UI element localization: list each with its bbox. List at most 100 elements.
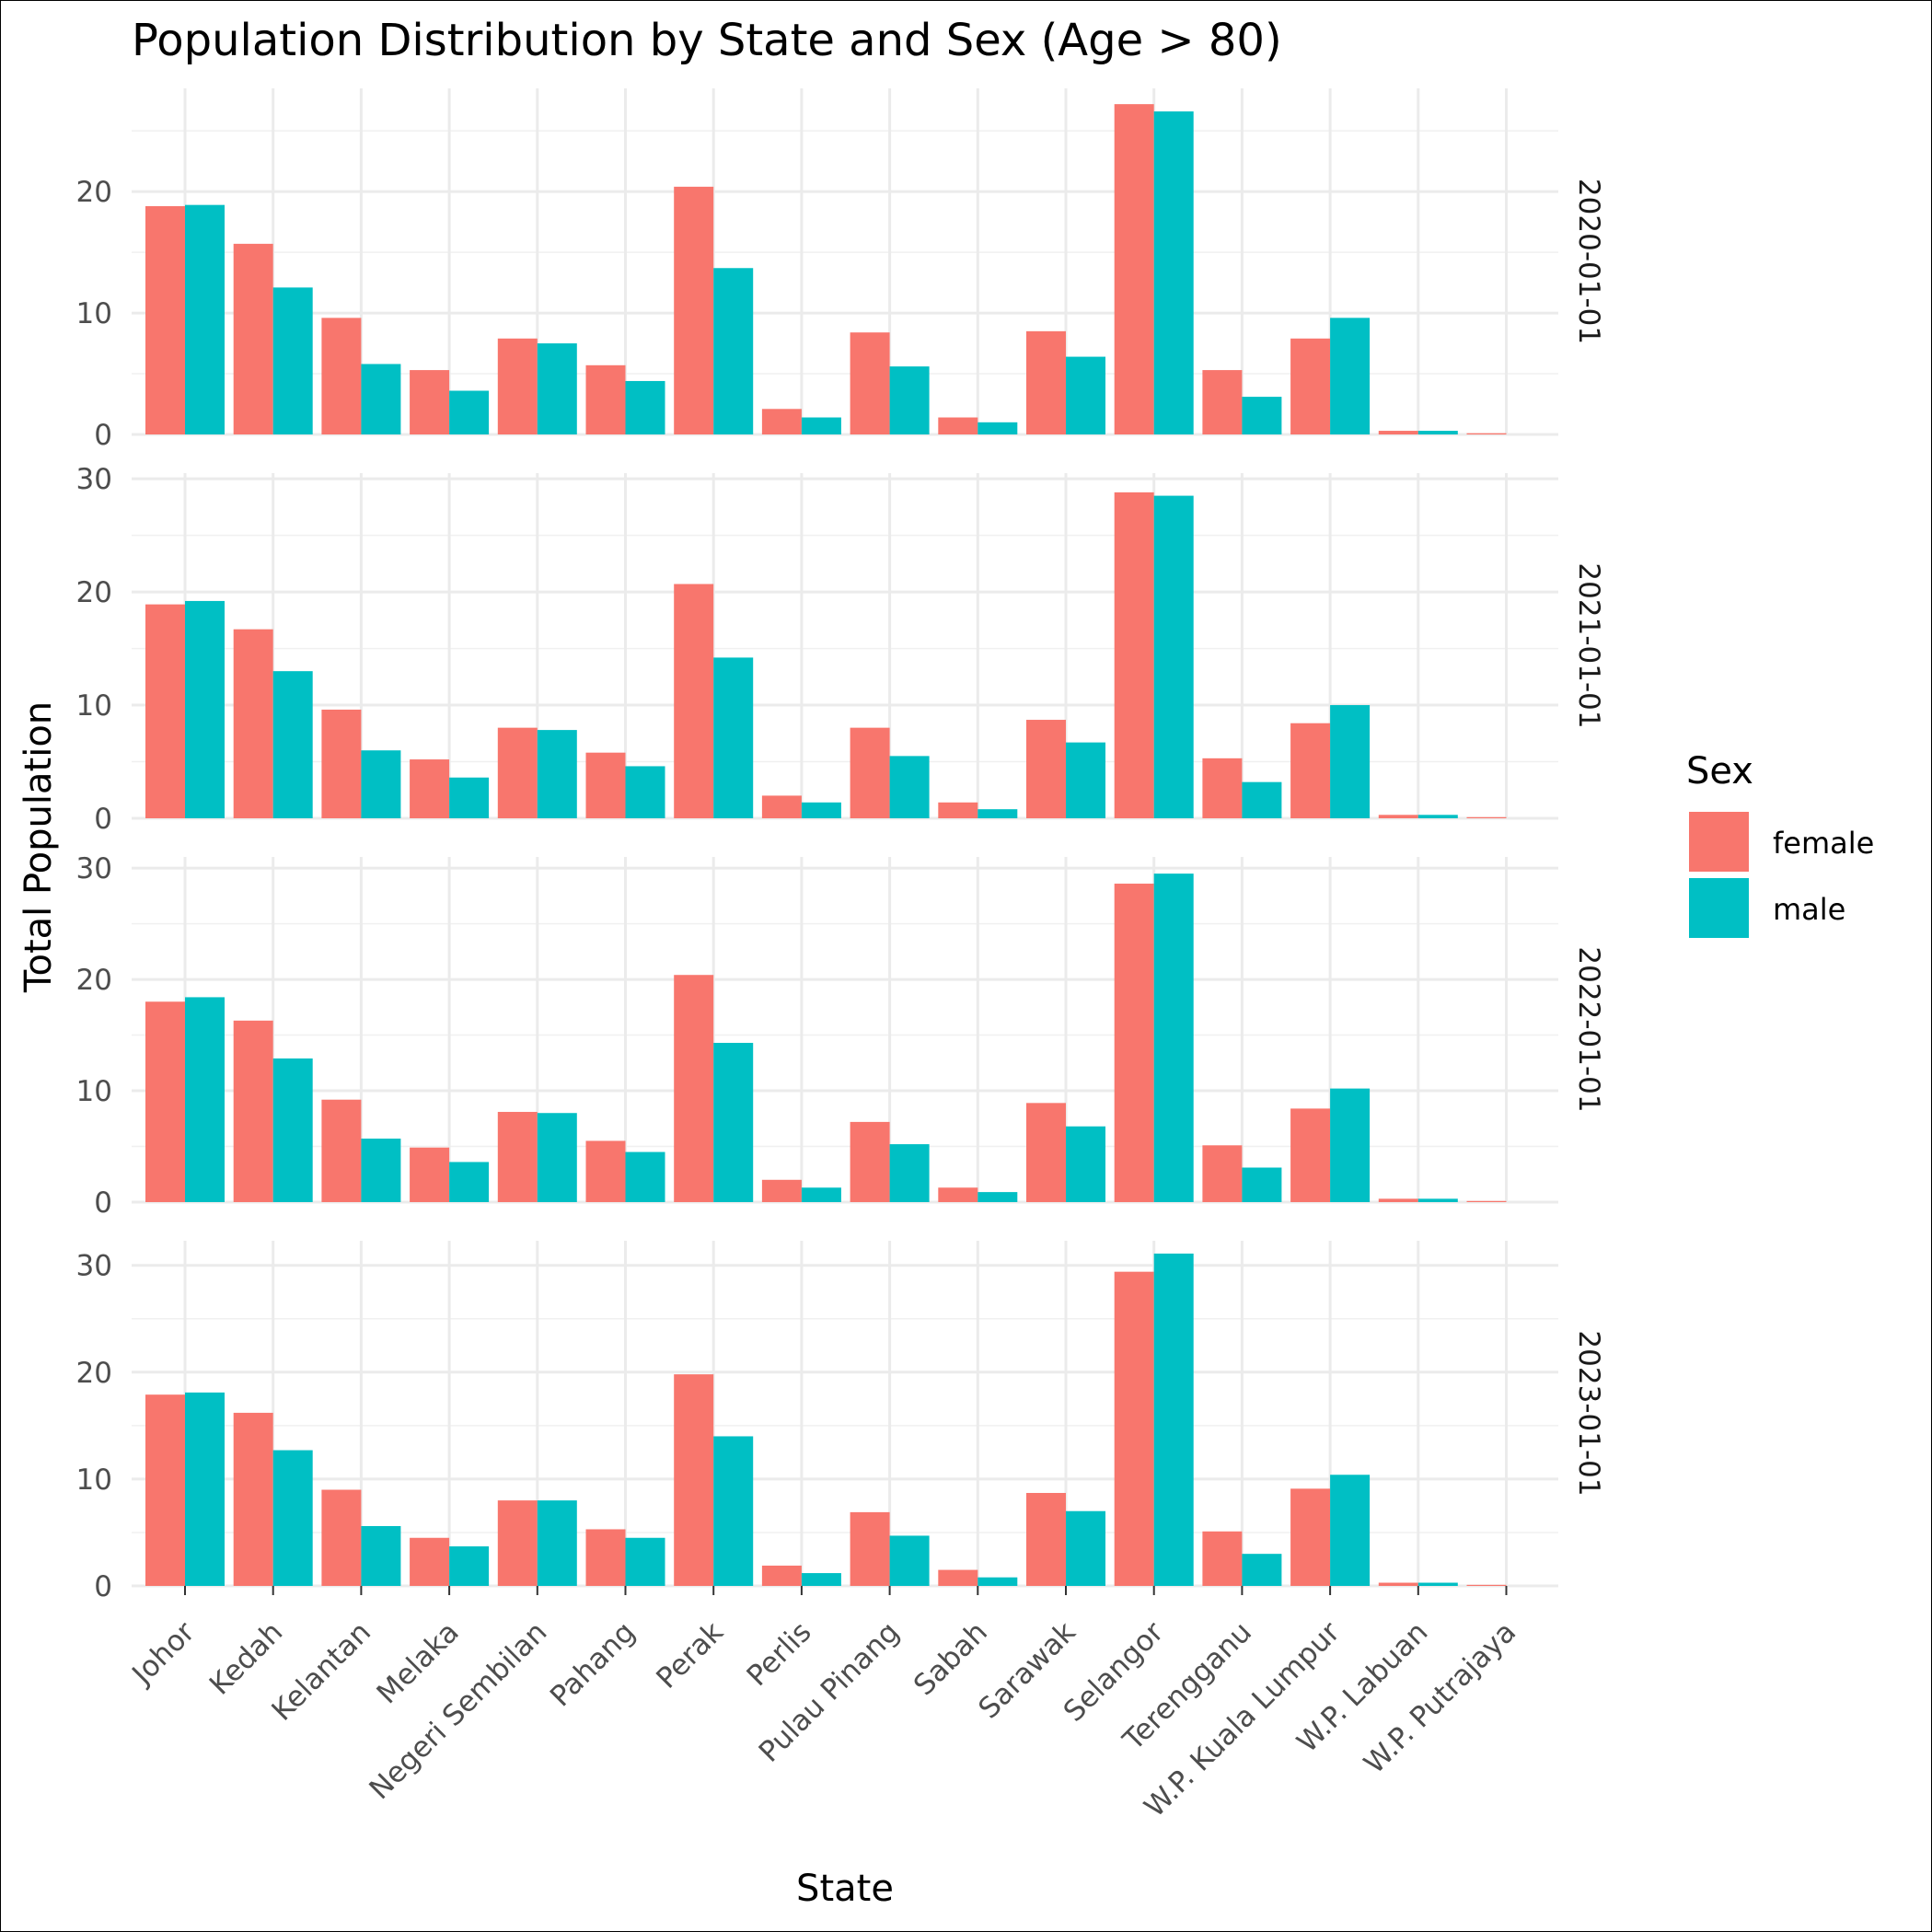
bar-female-negeri-sembilan bbox=[497, 1112, 538, 1202]
bar-male-perak bbox=[713, 1436, 754, 1586]
bar-male-johor bbox=[185, 204, 225, 434]
x-axis-title: State bbox=[796, 1868, 894, 1910]
bar-female-selangor bbox=[1114, 104, 1154, 434]
y-tick-label: 0 bbox=[94, 419, 112, 452]
bar-female-johor bbox=[145, 205, 185, 434]
bar-male-johor bbox=[185, 997, 225, 1202]
bar-male-sabah bbox=[978, 422, 1018, 434]
bar-female-w-p-putrajaya bbox=[1466, 816, 1507, 818]
bar-female-w-p-putrajaya bbox=[1466, 1200, 1507, 1202]
y-tick-label: 0 bbox=[94, 1186, 112, 1220]
bar-male-sarawak bbox=[1066, 1126, 1105, 1202]
bar-male-kelantan bbox=[361, 1139, 401, 1202]
bar-female-sarawak bbox=[1026, 1103, 1066, 1202]
bar-male-kelantan bbox=[361, 1525, 401, 1586]
y-tick-label: 20 bbox=[76, 576, 112, 609]
y-tick-label: 30 bbox=[76, 1250, 112, 1283]
bar-male-w-p-kuala-lumpur bbox=[1330, 1475, 1371, 1586]
bar-male-pahang bbox=[625, 766, 665, 818]
bar-male-sabah bbox=[978, 1192, 1018, 1202]
bar-female-perak bbox=[674, 1374, 714, 1586]
y-tick-label: 10 bbox=[76, 297, 112, 330]
bar-female-perlis bbox=[761, 1565, 802, 1586]
legend-label-female: female bbox=[1773, 826, 1874, 861]
x-tick-label: Sabah bbox=[908, 1615, 994, 1702]
bar-male-kelantan bbox=[361, 750, 401, 818]
bar-female-kelantan bbox=[321, 1489, 362, 1586]
bar-female-terengganu bbox=[1202, 1145, 1243, 1202]
bar-female-w-p-kuala-lumpur bbox=[1290, 338, 1331, 434]
y-tick-label: 0 bbox=[94, 1570, 112, 1603]
bar-male-negeri-sembilan bbox=[537, 730, 577, 818]
bar-female-melaka bbox=[410, 759, 450, 818]
bar-female-perak bbox=[674, 186, 714, 434]
y-tick-label: 20 bbox=[76, 964, 112, 997]
x-tick-label: Kedah bbox=[203, 1615, 289, 1701]
bar-male-w-p-labuan bbox=[1417, 1582, 1458, 1586]
bar-male-kedah bbox=[272, 671, 313, 818]
bar-female-melaka bbox=[410, 1147, 450, 1202]
y-tick-label: 20 bbox=[76, 1357, 112, 1390]
bar-male-w-p-kuala-lumpur bbox=[1330, 705, 1371, 818]
bar-female-selangor bbox=[1114, 884, 1154, 1202]
bar-male-sarawak bbox=[1066, 1510, 1105, 1586]
bar-male-kedah bbox=[272, 287, 313, 434]
bar-male-johor bbox=[185, 1392, 225, 1586]
bar-female-kelantan bbox=[321, 709, 362, 818]
bar-male-johor bbox=[185, 600, 225, 818]
bar-female-w-p-kuala-lumpur bbox=[1290, 1488, 1331, 1586]
bar-female-pahang bbox=[585, 752, 626, 818]
y-tick-label: 10 bbox=[76, 1463, 112, 1497]
bar-female-pulau-pinang bbox=[850, 332, 890, 434]
legend-label-male: male bbox=[1773, 892, 1845, 927]
bar-male-selangor bbox=[1153, 873, 1194, 1202]
bar-male-pulau-pinang bbox=[889, 1144, 930, 1202]
bar-male-perlis bbox=[801, 802, 841, 818]
bar-male-w-p-kuala-lumpur bbox=[1330, 318, 1371, 434]
bar-female-w-p-labuan bbox=[1378, 1198, 1418, 1202]
bar-male-perak bbox=[713, 1043, 754, 1202]
bar-male-perak bbox=[713, 268, 754, 434]
bar-male-negeri-sembilan bbox=[537, 1113, 577, 1202]
bar-male-w-p-labuan bbox=[1417, 815, 1458, 818]
bar-male-perak bbox=[713, 657, 754, 818]
bar-female-terengganu bbox=[1202, 758, 1243, 818]
y-tick-label: 30 bbox=[76, 463, 112, 496]
bar-female-kedah bbox=[233, 1412, 273, 1586]
bar-female-negeri-sembilan bbox=[497, 1500, 538, 1586]
legend: Sex female male bbox=[1686, 750, 1874, 938]
facet-strip-label: 2023-01-01 bbox=[1572, 1330, 1605, 1496]
bar-female-johor bbox=[145, 604, 185, 818]
bar-female-terengganu bbox=[1202, 1531, 1243, 1586]
facet-panels: 0 10 20 2020-01-01 0 10 20 30 2021-01-01 0 10 20 30 2… bbox=[76, 88, 1605, 1603]
bar-female-johor bbox=[145, 1001, 185, 1202]
bar-female-melaka bbox=[410, 370, 450, 434]
bar-male-perlis bbox=[801, 1187, 841, 1202]
bar-male-sabah bbox=[978, 809, 1018, 818]
bar-female-pahang bbox=[585, 364, 626, 434]
bar-male-pulau-pinang bbox=[889, 1535, 930, 1586]
bar-female-selangor bbox=[1114, 1271, 1154, 1586]
bar-female-pahang bbox=[585, 1140, 626, 1202]
bar-male-pahang bbox=[625, 1537, 665, 1586]
bar-female-perlis bbox=[761, 795, 802, 818]
bar-female-pahang bbox=[585, 1529, 626, 1586]
facet-strip-label: 2022-01-01 bbox=[1572, 946, 1605, 1112]
bar-female-sarawak bbox=[1026, 720, 1066, 818]
bar-female-sabah bbox=[938, 417, 978, 434]
bar-male-terengganu bbox=[1242, 397, 1282, 434]
bar-male-w-p-kuala-lumpur bbox=[1330, 1088, 1371, 1202]
x-tick-label: Perak bbox=[650, 1615, 730, 1695]
bar-male-pulau-pinang bbox=[889, 756, 930, 818]
bar-female-negeri-sembilan bbox=[497, 727, 538, 818]
bar-female-w-p-labuan bbox=[1378, 1582, 1418, 1586]
bar-male-pahang bbox=[625, 1151, 665, 1202]
bar-female-perlis bbox=[761, 1179, 802, 1202]
bar-female-sarawak bbox=[1026, 330, 1066, 434]
bar-female-terengganu bbox=[1202, 370, 1243, 434]
bar-male-kedah bbox=[272, 1058, 313, 1202]
bar-female-melaka bbox=[410, 1537, 450, 1586]
x-tick-label: Perlis bbox=[741, 1615, 818, 1693]
